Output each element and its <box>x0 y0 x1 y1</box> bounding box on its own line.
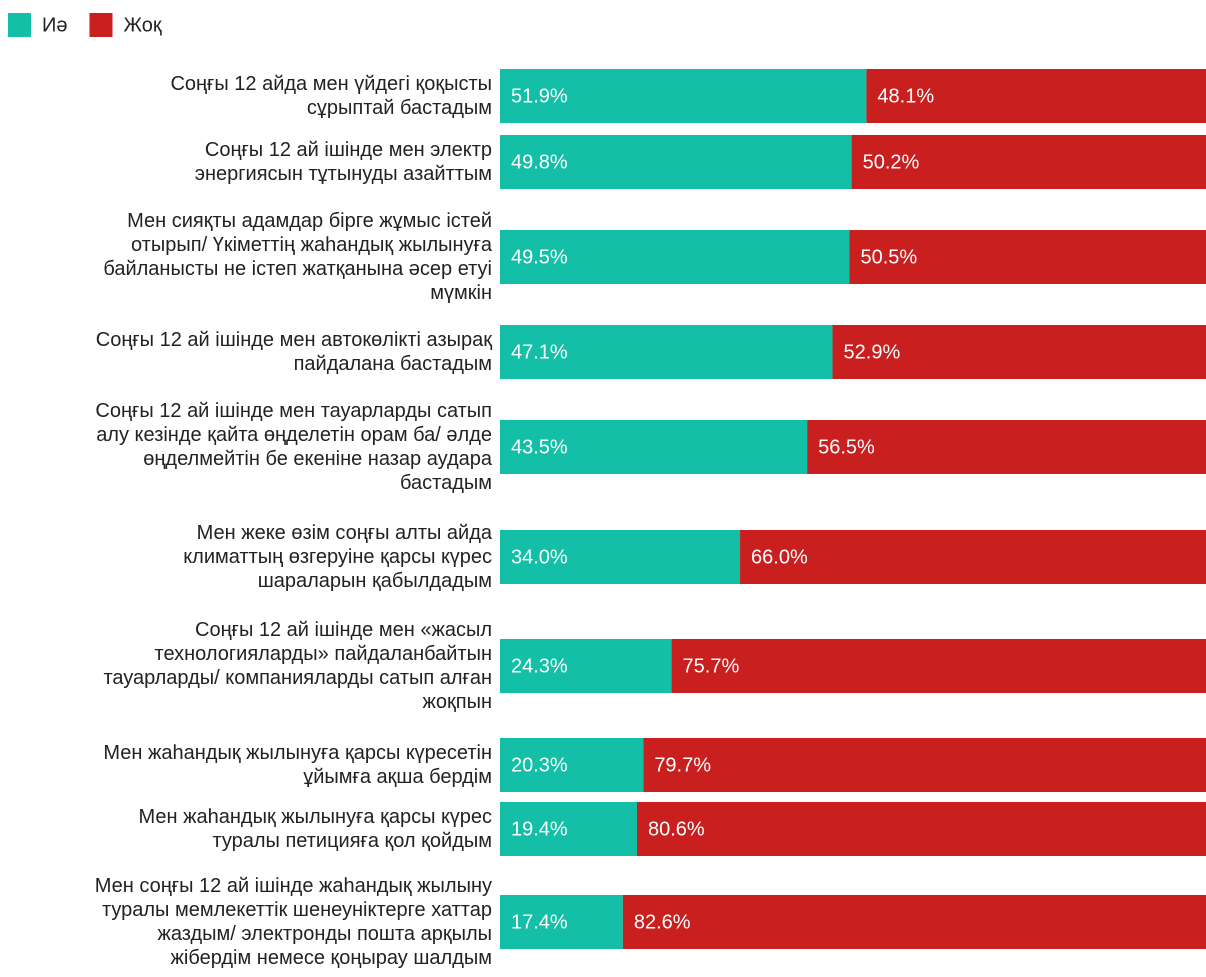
bar-segment <box>740 530 1206 584</box>
category-label: Мен сияқты адамдар бірге жұмыс істей оты… <box>103 210 492 304</box>
legend-label: Жоқ <box>124 14 162 36</box>
bar-segment <box>500 325 833 379</box>
bar-segment <box>500 802 637 856</box>
category-label: Соңғы 12 ай ішінде мен электр энергиясын… <box>194 139 492 185</box>
bar-segment <box>807 420 1206 474</box>
value-label: 82.6% <box>634 911 691 933</box>
bar-segment <box>500 420 808 474</box>
value-label: 56.5% <box>818 436 875 458</box>
value-label: 79.7% <box>654 754 711 776</box>
bar-segment <box>500 530 741 584</box>
category-label: Соңғы 12 ай ішінде мен тауарларды сатып … <box>95 400 492 494</box>
bar-segment <box>500 738 644 792</box>
value-label: 24.3% <box>511 655 568 677</box>
value-label: 51.9% <box>511 85 568 107</box>
bar-segment <box>622 895 1206 949</box>
value-label: 17.4% <box>511 911 568 933</box>
value-label: 19.4% <box>511 818 568 840</box>
category-label: Мен соңғы 12 ай ішінде жаһандық жылыну т… <box>94 875 492 969</box>
value-label: 47.1% <box>511 341 568 363</box>
value-label: 49.8% <box>511 151 568 173</box>
category-label: Соңғы 12 айда мен үйдегі қоқысты сұрыпта… <box>170 73 492 119</box>
value-label: 50.5% <box>860 246 917 268</box>
bar-segment <box>849 230 1206 284</box>
legend-swatch <box>89 13 113 37</box>
category-label: Мен жеке өзім соңғы алты айда климаттың … <box>183 522 492 592</box>
value-label: 50.2% <box>863 151 920 173</box>
value-label: 49.5% <box>511 246 568 268</box>
bar-segment <box>500 69 867 123</box>
bar-segment <box>500 135 852 189</box>
value-label: 20.3% <box>511 754 568 776</box>
bar-segment <box>643 738 1206 792</box>
bar-segment <box>851 135 1206 189</box>
legend-swatch <box>8 13 31 37</box>
bar-segment <box>500 230 850 284</box>
value-label: 34.0% <box>511 546 568 568</box>
value-label: 75.7% <box>683 655 740 677</box>
value-label: 80.6% <box>648 818 705 840</box>
legend-label: Иә <box>42 14 68 36</box>
value-label: 66.0% <box>751 546 808 568</box>
bar-segment <box>500 639 672 693</box>
bar-segment <box>636 802 1206 856</box>
category-label: Соңғы 12 ай ішінде мен «жасыл технология… <box>103 619 492 713</box>
bar-segment <box>500 895 623 949</box>
category-label: Мен жаһандық жылынуға қарсы күрес туралы… <box>138 806 493 852</box>
value-label: 43.5% <box>511 436 568 458</box>
value-label: 52.9% <box>844 341 901 363</box>
bar-segment <box>671 639 1206 693</box>
category-label: Соңғы 12 ай ішінде мен автокөлікті азыра… <box>95 329 492 375</box>
value-label: 48.1% <box>877 85 934 107</box>
bar-segment <box>866 69 1206 123</box>
category-label: Мен жаһандық жылынуға қарсы күресетін ұй… <box>103 742 492 788</box>
bar-segment <box>832 325 1206 379</box>
